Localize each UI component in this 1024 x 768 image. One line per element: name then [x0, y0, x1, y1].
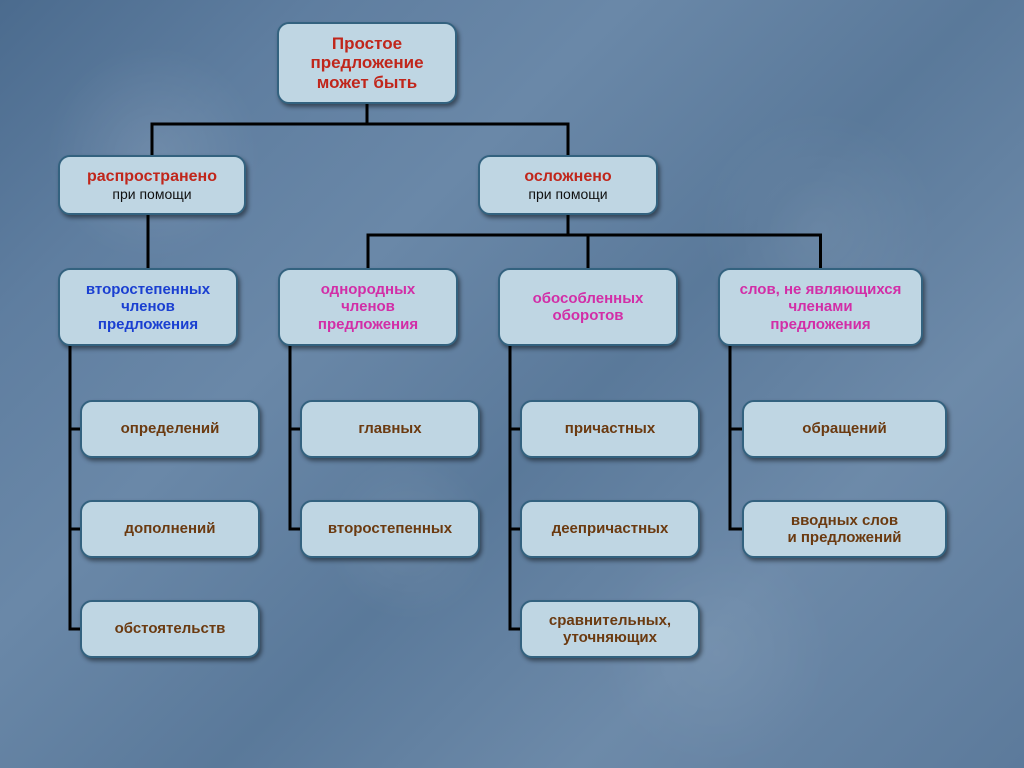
- node-text: второстепенных: [328, 520, 452, 537]
- node-glavn: главных: [300, 400, 480, 458]
- node-text: главных: [358, 420, 421, 437]
- node-text: оборотов: [552, 307, 623, 324]
- node-obr: обращений: [742, 400, 947, 458]
- node-text: вводных слов: [791, 512, 898, 529]
- node-text: обособленных: [533, 290, 644, 307]
- node-opred: определений: [80, 400, 260, 458]
- node-text: деепричастных: [552, 520, 669, 537]
- node-text: сравнительных,: [549, 612, 671, 629]
- node-text: второстепенных: [86, 281, 210, 298]
- node-text: и предложений: [787, 529, 901, 546]
- node-rasprost: распространенопри помощи: [58, 155, 246, 215]
- node-oslozh: осложненопри помощи: [478, 155, 658, 215]
- node-obst: обстоятельств: [80, 600, 260, 658]
- node-text: предложения: [318, 316, 418, 333]
- node-odnorod: однородныхчленовпредложения: [278, 268, 458, 346]
- node-text: определений: [121, 420, 220, 437]
- node-text: Простое: [332, 34, 402, 54]
- node-text: членов: [121, 298, 175, 315]
- node-dopol: дополнений: [80, 500, 260, 558]
- node-vvodn: вводных слови предложений: [742, 500, 947, 558]
- node-root: Простоепредложениеможет быть: [277, 22, 457, 104]
- node-text: однородных: [321, 281, 416, 298]
- node-text: членами: [788, 298, 852, 315]
- node-text: причастных: [565, 420, 655, 437]
- node-text: обращений: [802, 420, 886, 437]
- node-text: предложения: [98, 316, 198, 333]
- node-text: осложнено: [524, 168, 611, 186]
- node-obosob: обособленныхоборотов: [498, 268, 678, 346]
- node-text: при помощи: [528, 186, 607, 202]
- node-text: слов, не являющихся: [740, 281, 902, 298]
- diagram-stage: Простоепредложениеможет быть распростране…: [0, 0, 1024, 768]
- node-text: может быть: [317, 73, 417, 93]
- node-slovne: слов, не являющихсячленамипредложения: [718, 268, 923, 346]
- node-text: распространено: [87, 168, 217, 186]
- node-text: членов: [341, 298, 395, 315]
- node-vtor: второстепенныхчленовпредложения: [58, 268, 238, 346]
- node-text: предложение: [310, 53, 423, 73]
- node-text: обстоятельств: [115, 620, 226, 637]
- node-vtor2: второстепенных: [300, 500, 480, 558]
- node-text: уточняющих: [563, 629, 657, 646]
- node-deepr: деепричастных: [520, 500, 700, 558]
- node-prich: причастных: [520, 400, 700, 458]
- node-text: предложения: [770, 316, 870, 333]
- node-sravn: сравнительных,уточняющих: [520, 600, 700, 658]
- node-text: дополнений: [125, 520, 216, 537]
- node-text: при помощи: [112, 186, 191, 202]
